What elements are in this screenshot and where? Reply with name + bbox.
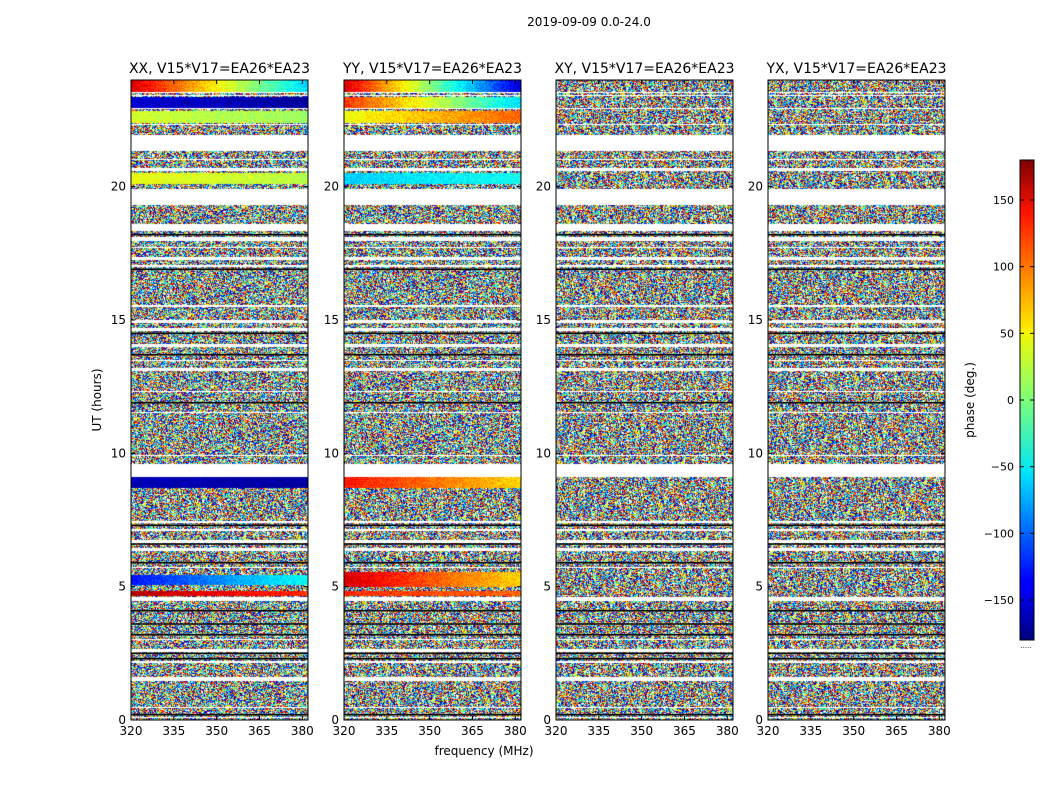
y-tick-label: 10: [748, 446, 763, 460]
colorbar-tick-label: 150: [993, 194, 1014, 207]
panel-title: YX, V15*V17=EA26*EA23: [765, 61, 946, 77]
y-tick-label: 10: [111, 446, 126, 460]
colorbar-tick-label: −150: [984, 594, 1014, 607]
colorbar-tick-label: 100: [993, 261, 1014, 274]
colorbar: 150 100 50 0 −50 −100 −150 phase (deg.) .....: [963, 159, 1035, 650]
y-tick-label: 0: [118, 713, 126, 727]
colorbar-tick-label: 50: [1000, 327, 1014, 340]
y-axis-label: UT (hours): [90, 368, 104, 431]
x-tick-label: 320: [545, 724, 568, 738]
x-tick-label: 380: [504, 724, 527, 738]
y-tick-label: 15: [111, 313, 126, 327]
panel-frame: [767, 79, 946, 721]
panel-frame: [343, 79, 522, 721]
y-tick-label: 10: [536, 446, 551, 460]
x-tick-label: 335: [375, 724, 398, 738]
x-tick-label: 350: [205, 724, 228, 738]
x-tick-label: 335: [587, 724, 610, 738]
x-tick-label: 320: [333, 724, 356, 738]
y-tick-label: 5: [331, 580, 339, 594]
x-axis-label: frequency (MHz): [434, 744, 533, 758]
panel-frame: [130, 79, 309, 721]
phase-image: [556, 80, 733, 720]
y-tick-label: 20: [324, 180, 339, 194]
panel-title: XX, V15*V17=EA26*EA23: [129, 61, 310, 77]
colorbar-footer: .....: [1020, 642, 1031, 650]
x-tick-label: 320: [757, 724, 780, 738]
y-tick-label: 0: [543, 713, 551, 727]
x-tick-label: 350: [842, 724, 865, 738]
x-tick-label: 335: [799, 724, 822, 738]
y-tick-label: 5: [118, 580, 126, 594]
panel-title: YY, V15*V17=EA26*EA23: [342, 61, 522, 77]
phase-image: [131, 80, 308, 720]
y-tick-label: 15: [324, 313, 339, 327]
panel-title: XY, V15*V17=EA26*EA23: [554, 61, 734, 77]
panel-frame: [555, 79, 734, 721]
y-tick-label: 5: [543, 580, 551, 594]
panel-3: XY, V15*V17=EA26*EA23 320 335 350 365 380 0 5 10…: [536, 61, 739, 738]
panel-4: YX, V15*V17=EA26*EA23 320 335 350 365 380 0 5 10…: [748, 61, 951, 738]
figure-suptitle: 2019-09-09 0.0-24.0: [527, 15, 651, 29]
y-tick-label: 15: [748, 313, 763, 327]
x-tick-label: 365: [461, 724, 484, 738]
phase-image: [768, 80, 945, 720]
y-tick-label: 0: [331, 713, 339, 727]
panel-1: XX, V15*V17=EA26*EA23 320 335 350 365 380 0 5 10…: [111, 61, 314, 738]
x-tick-label: 350: [418, 724, 441, 738]
x-tick-label: 320: [120, 724, 143, 738]
colorbar-tick-label: 0: [1007, 394, 1014, 407]
x-tick-label: 350: [630, 724, 653, 738]
panel-2: YY, V15*V17=EA26*EA23 320 335 350 365 380 0 5 10…: [324, 61, 527, 738]
x-tick-label: 380: [928, 724, 951, 738]
colorbar-label: phase (deg.): [963, 362, 977, 438]
x-tick-label: 365: [248, 724, 271, 738]
y-tick-label: 20: [111, 180, 126, 194]
x-tick-label: 335: [162, 724, 185, 738]
x-tick-label: 380: [716, 724, 739, 738]
y-tick-label: 0: [755, 713, 763, 727]
x-tick-label: 365: [885, 724, 908, 738]
colorbar-tick-label: −100: [984, 527, 1014, 540]
x-tick-label: 380: [291, 724, 314, 738]
x-tick-label: 365: [673, 724, 696, 738]
y-tick-label: 15: [536, 313, 551, 327]
y-tick-label: 20: [748, 180, 763, 194]
phase-image: [344, 80, 521, 720]
y-tick-label: 10: [324, 446, 339, 460]
y-tick-label: 5: [755, 580, 763, 594]
y-tick-label: 20: [536, 180, 551, 194]
colorbar-tick-label: −50: [991, 461, 1014, 474]
